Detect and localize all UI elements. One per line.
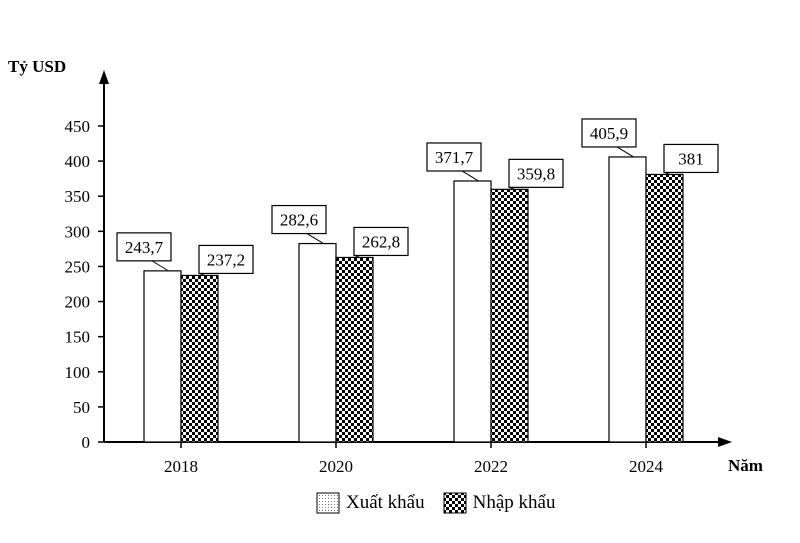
bar-export: [298, 242, 337, 443]
data-label-import: 262,8: [362, 232, 400, 251]
bar-import: [180, 274, 219, 443]
data-label-export: 371,7: [435, 148, 474, 167]
x-axis-arrow: [718, 437, 732, 447]
bar-import: [490, 188, 529, 443]
y-axis-title: Tỷ USD: [8, 57, 66, 76]
y-axis-arrow: [99, 70, 109, 84]
x-tick-label: 2024: [629, 457, 664, 476]
y-tick-label: 200: [65, 293, 91, 312]
legend-item-export: Xuất khẩu: [316, 492, 425, 514]
bar-import: [335, 256, 374, 443]
data-label-box: [198, 244, 254, 275]
data-label-box: [581, 118, 637, 148]
data-label-box: [271, 204, 327, 235]
legend-swatch-export: [316, 492, 340, 514]
bar-export: [608, 156, 647, 443]
y-tick-label: 450: [65, 117, 91, 136]
bars: [143, 156, 684, 443]
bar-import: [645, 173, 684, 443]
y-tick-label: 100: [65, 363, 91, 382]
legend: Xuất khẩu Nhập khẩu: [316, 492, 573, 514]
bar-export: [143, 270, 182, 443]
x-tick-label: 2018: [164, 457, 198, 476]
x-axis-title: Năm: [728, 456, 763, 475]
data-label-export: 405,9: [590, 124, 628, 143]
data-label-leader: [306, 233, 324, 244]
legend-swatch-import: [443, 492, 467, 514]
data-label-leader: [461, 170, 479, 182]
data-label-leader: [151, 260, 169, 272]
bar-export: [453, 180, 492, 443]
y-tick-label: 50: [73, 398, 90, 417]
y-tick-label: 0: [82, 433, 91, 452]
data-label-box: [663, 143, 719, 174]
y-tick-label: 250: [65, 257, 91, 276]
y-tick-label: 300: [65, 222, 91, 241]
x-tick-label: 2022: [474, 457, 508, 476]
data-label-import: 359,8: [517, 164, 555, 183]
legend-label-export: Xuất khẩu: [346, 492, 425, 513]
x-tick-label: 2020: [319, 457, 353, 476]
data-label-export: 243,7: [125, 238, 164, 257]
y-tick-label: 150: [65, 328, 91, 347]
data-labels: 243,7 237,2 282,6 262,8 371,7 359,8 405,9 381: [116, 118, 719, 276]
data-label-export: 282,6: [280, 211, 318, 230]
data-label-box: [353, 226, 409, 257]
data-label-leader: [616, 146, 634, 158]
legend-item-import: Nhập khẩu: [443, 492, 556, 514]
data-label-box: [116, 232, 172, 262]
data-label-box: [508, 158, 564, 188]
data-label-import: 381: [678, 149, 704, 168]
y-tick-label: 350: [65, 187, 91, 206]
y-tick-label: 400: [65, 152, 91, 171]
legend-label-import: Nhập khẩu: [472, 492, 556, 513]
data-label-import: 237,2: [207, 250, 245, 269]
data-label-box: [426, 142, 482, 172]
